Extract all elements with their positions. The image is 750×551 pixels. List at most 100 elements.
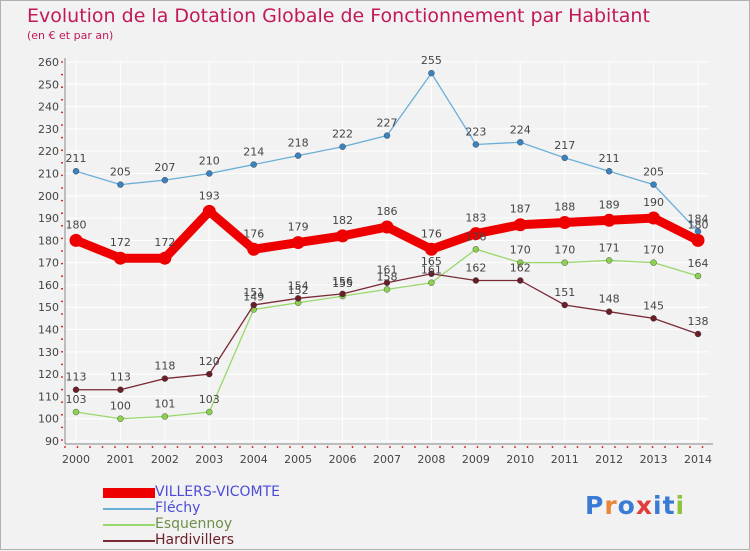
x-tick-label: 2005: [284, 453, 312, 466]
data-label: 176: [243, 227, 264, 240]
data-point: [161, 413, 169, 420]
x-axis-dot: [301, 446, 304, 448]
data-point: [380, 220, 394, 234]
data-point: [517, 139, 524, 146]
x-axis-dot: [201, 446, 204, 448]
y-tick-label: 210: [38, 167, 59, 180]
data-label: 186: [377, 205, 398, 218]
legend-label: Esquennoy: [155, 516, 233, 532]
logo-letter: i: [675, 491, 686, 520]
data-label: 172: [110, 236, 131, 249]
data-point: [472, 141, 480, 148]
logo-letter: x: [635, 491, 653, 520]
data-point: [250, 301, 257, 309]
x-axis-dot: [264, 446, 266, 448]
data-point: [428, 69, 435, 77]
x-axis-dot: [89, 446, 91, 448]
x-axis-dot: [501, 446, 504, 448]
logo-letter: o: [617, 491, 636, 520]
x-axis-dot: [664, 446, 666, 448]
x-axis-dot: [389, 446, 391, 448]
x-axis-dot: [601, 446, 604, 448]
data-point: [647, 211, 661, 225]
y-tick-label: 160: [38, 279, 59, 292]
x-axis-dot: [101, 446, 104, 448]
data-label: 170: [554, 244, 575, 257]
y-tick-label: 130: [38, 346, 59, 359]
data-point: [69, 233, 83, 247]
x-axis-dot: [76, 446, 79, 448]
y-axis-dot: [61, 325, 63, 328]
x-axis-dot: [539, 446, 541, 448]
x-axis-dot: [589, 446, 591, 448]
data-point: [424, 242, 438, 256]
y-tick-label: 260: [38, 56, 59, 69]
chart-title: Evolution de la Dotation Globale de Fonc…: [27, 5, 650, 27]
data-label: 218: [288, 137, 309, 150]
data-point: [247, 242, 261, 256]
data-label: 118: [154, 360, 175, 373]
data-point: [694, 272, 702, 280]
data-point: [650, 181, 657, 188]
data-label: 224: [510, 123, 531, 136]
data-label: 193: [199, 189, 220, 202]
y-tick-label: 240: [38, 101, 59, 114]
legend-swatch: [103, 508, 155, 510]
x-axis-dot: [376, 446, 379, 448]
x-axis-dot: [214, 446, 216, 448]
data-label: 227: [377, 117, 398, 130]
data-label: 184: [688, 212, 709, 225]
y-axis-dot: [61, 287, 63, 290]
data-point: [383, 279, 391, 286]
legend-swatch: [103, 524, 155, 526]
data-label: 103: [66, 393, 87, 406]
data-point: [428, 270, 435, 277]
y-axis-dot: [61, 300, 63, 303]
data-point: [291, 236, 305, 250]
x-axis-dot: [326, 446, 329, 448]
logo-letter: P: [585, 491, 605, 520]
y-axis-dot: [61, 275, 63, 278]
x-axis-dot: [401, 446, 404, 448]
y-axis-dot: [61, 161, 63, 164]
x-axis-dot: [564, 446, 566, 448]
y-axis-dot: [61, 199, 63, 202]
y-axis-dot: [61, 149, 63, 152]
data-point: [117, 415, 124, 422]
data-label: 120: [199, 355, 220, 368]
x-axis-dot: [239, 446, 241, 448]
x-axis-dot: [626, 446, 629, 448]
y-tick-label: 120: [38, 368, 59, 381]
data-point: [202, 204, 216, 218]
y-axis-dot: [61, 187, 63, 189]
data-point: [650, 315, 657, 322]
data-label: 154: [288, 279, 309, 292]
y-tick-label: 180: [38, 234, 59, 247]
data-label: 164: [688, 257, 709, 270]
x-axis-dot: [526, 446, 529, 448]
data-point: [558, 216, 572, 230]
x-axis-dot: [439, 446, 441, 448]
data-label: 103: [199, 393, 220, 406]
data-label: 100: [110, 400, 131, 413]
data-point: [72, 386, 80, 393]
x-axis-dot: [426, 446, 429, 448]
data-point: [250, 161, 257, 168]
data-label: 207: [154, 161, 175, 174]
x-tick-label: 2010: [506, 453, 534, 466]
data-label: 162: [510, 261, 531, 274]
data-point: [469, 227, 483, 241]
x-axis-dot: [289, 446, 291, 448]
data-label: 189: [599, 198, 620, 211]
x-axis-dot: [251, 446, 254, 448]
grid: [65, 61, 709, 442]
data-label: 183: [465, 212, 486, 225]
data-point: [336, 229, 350, 243]
data-label: 161: [421, 264, 442, 277]
y-tick-label: 220: [38, 145, 59, 158]
data-point: [513, 218, 527, 232]
data-label: 138: [688, 315, 709, 328]
data-label: 149: [243, 290, 264, 303]
y-axis-dot: [61, 136, 63, 139]
